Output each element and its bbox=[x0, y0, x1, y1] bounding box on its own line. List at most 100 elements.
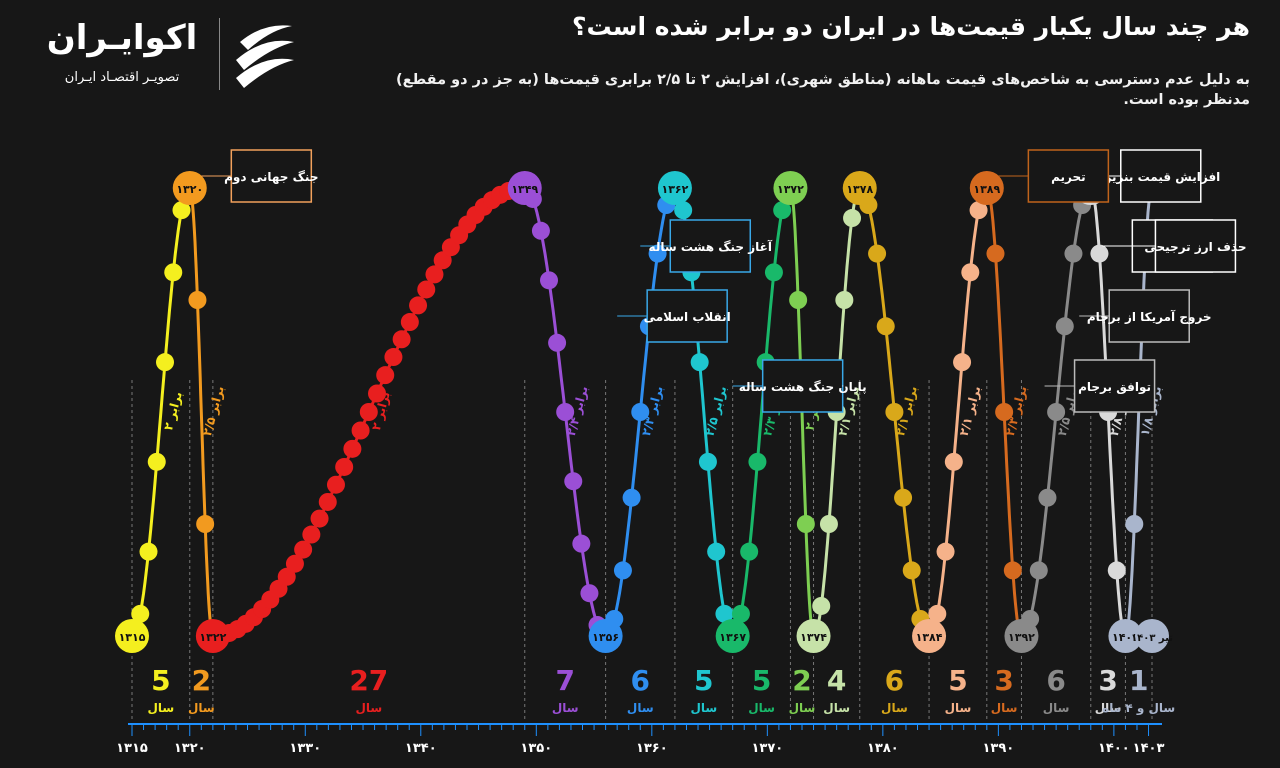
period-duration-unit: سال bbox=[355, 701, 382, 715]
data-point bbox=[1003, 561, 1022, 580]
period-end-label: تیر ۱۴۰۳ bbox=[1131, 633, 1173, 644]
period-start-marker bbox=[715, 619, 750, 653]
period-start-label: ۱۳۲۲ bbox=[199, 631, 226, 644]
period-start-marker bbox=[969, 171, 1004, 205]
data-point bbox=[147, 452, 166, 471]
annotation-box bbox=[646, 289, 728, 343]
annotation-label: خروج آمریکا از برجام bbox=[1087, 309, 1212, 325]
data-point bbox=[698, 452, 717, 471]
annotation-label: افزایش قیمت بنزین bbox=[1101, 170, 1220, 184]
subtitle-line: مدنظر بوده است. bbox=[1123, 92, 1250, 108]
annotation-box bbox=[1108, 289, 1190, 343]
period-duration-unit: سال bbox=[188, 701, 215, 715]
chart-subtitle: به دلیل عدم دسترسی به شاخص‌های قیمت ماها… bbox=[270, 70, 1250, 110]
data-point bbox=[885, 403, 904, 421]
data-point bbox=[1125, 515, 1144, 533]
period-start-label: ۱۳۱۵ bbox=[119, 631, 146, 644]
data-point bbox=[326, 475, 345, 494]
period-duration-number: 27 bbox=[349, 664, 388, 697]
period-duration-number: 2 bbox=[792, 664, 811, 697]
period-start-marker bbox=[172, 171, 207, 205]
period-start-label: ۱۳۶۷ bbox=[719, 631, 746, 644]
data-point bbox=[868, 244, 887, 263]
period-duration-unit: سال و ۴ ماه bbox=[1102, 701, 1175, 716]
x-tick-label: ۱۳۱۵ bbox=[116, 741, 148, 756]
data-point bbox=[748, 452, 767, 471]
period-duration-number: 1 bbox=[1129, 664, 1148, 697]
period-start-label: ۱۳۷۴ bbox=[800, 631, 827, 644]
period-start-marker bbox=[842, 171, 877, 205]
data-point bbox=[540, 271, 559, 290]
logo-tagline: تصویـر اقتصـاد ایـران bbox=[64, 70, 180, 85]
data-point bbox=[400, 313, 419, 332]
period-start-marker bbox=[912, 619, 947, 653]
data-point bbox=[368, 384, 387, 403]
series-line bbox=[188, 187, 215, 637]
data-point bbox=[425, 265, 444, 284]
period-start-marker bbox=[657, 171, 692, 205]
period-start-marker bbox=[507, 171, 542, 205]
data-point bbox=[351, 421, 370, 440]
x-tick-label: ۱۳۲۰ bbox=[174, 741, 206, 756]
logo-name: اکوایـران bbox=[46, 18, 198, 58]
data-point bbox=[384, 348, 403, 367]
period-start-label: ۱۳۲۰ bbox=[176, 183, 203, 196]
x-tick-label: ۱۳۶۰ bbox=[636, 741, 668, 756]
annotation-box bbox=[1027, 149, 1110, 203]
annotation-label: پایان جنگ هشت ساله bbox=[739, 380, 867, 394]
data-point bbox=[318, 492, 337, 511]
data-point bbox=[1029, 561, 1048, 580]
data-point bbox=[343, 439, 362, 458]
annotation-label: انقلاب اسلامی bbox=[644, 310, 731, 324]
period-start-label: ۱۳۸۴ bbox=[916, 631, 943, 644]
data-point bbox=[622, 488, 641, 507]
data-point bbox=[764, 263, 783, 282]
period-duration-unit: سال bbox=[148, 701, 175, 715]
data-point bbox=[690, 353, 709, 372]
annotation-label: توافق برجام bbox=[1078, 380, 1151, 395]
data-point bbox=[773, 201, 792, 220]
x-tick-label: ۱۳۷۰ bbox=[751, 741, 783, 756]
period-duration-number: 6 bbox=[1046, 664, 1065, 697]
period-start-marker bbox=[1004, 619, 1039, 653]
data-point bbox=[188, 291, 207, 309]
data-point bbox=[715, 604, 734, 623]
data-point bbox=[131, 604, 150, 623]
data-point bbox=[631, 403, 650, 421]
data-point bbox=[285, 554, 304, 573]
period-start-label: ۱۳۷۲ bbox=[777, 183, 804, 196]
data-point bbox=[961, 263, 980, 282]
x-tick-label: ۱۴۰۳ bbox=[1133, 741, 1165, 756]
period-start-marker bbox=[773, 171, 808, 205]
period-start-label: ۱۳۶۲ bbox=[661, 183, 688, 196]
period-start-label: ۱۳۹۲ bbox=[1008, 631, 1035, 644]
data-point bbox=[835, 291, 854, 309]
data-point bbox=[936, 542, 955, 561]
data-point bbox=[969, 201, 988, 220]
period-duration-unit: سال bbox=[789, 701, 816, 715]
period-duration-number: 5 bbox=[694, 664, 713, 697]
data-point bbox=[613, 561, 632, 580]
annotation-label: تحریم bbox=[1051, 170, 1086, 184]
data-point bbox=[812, 596, 831, 615]
data-point bbox=[1047, 403, 1066, 421]
data-point bbox=[1107, 561, 1126, 580]
data-point bbox=[417, 280, 436, 299]
data-point bbox=[310, 509, 329, 528]
period-duration-number: 5 bbox=[948, 664, 967, 697]
data-point bbox=[819, 515, 838, 533]
data-point bbox=[572, 534, 591, 553]
period-end-marker bbox=[1135, 619, 1169, 653]
period-duration-unit: سال bbox=[748, 701, 775, 715]
period-duration-number: 6 bbox=[885, 664, 904, 697]
data-point bbox=[796, 515, 815, 533]
x-tick-label: ۱۴۰۰ bbox=[1098, 741, 1130, 756]
period-factor-label: ۲/۵ برابر bbox=[200, 384, 227, 437]
data-point bbox=[580, 584, 599, 603]
data-point bbox=[995, 403, 1014, 421]
annotation-box bbox=[1120, 149, 1202, 203]
data-point bbox=[433, 251, 452, 270]
period-duration-number: 5 bbox=[151, 664, 170, 697]
period-duration-number: 7 bbox=[555, 664, 574, 697]
